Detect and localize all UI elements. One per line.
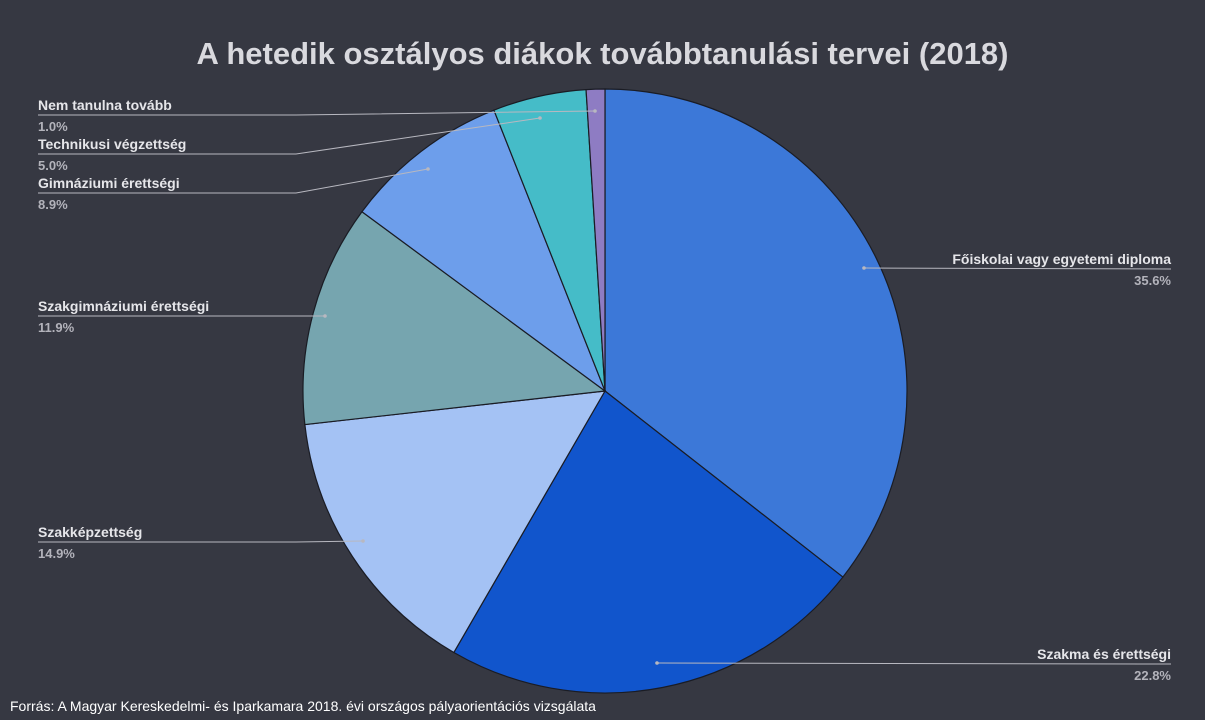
slice-label: Szakképzettség 14.9% [38, 524, 365, 561]
leader-dot [538, 116, 542, 120]
slice-label-name: Szakma és érettségi [1037, 646, 1171, 662]
slice-label: Gimnáziumi érettségi 8.9% [38, 167, 430, 212]
pie-slice [453, 390, 844, 694]
leader-line [38, 540, 364, 543]
slice-label-name: Főiskolai vagy egyetemi diploma [952, 251, 1171, 267]
slice-label: Szakma és érettségi 22.8% [655, 646, 1171, 683]
chart-title: A hetedik osztályos diákok továbbtanulás… [196, 36, 1009, 71]
pie-slice [585, 88, 606, 392]
slice-label-name: Szakgimnáziumi érettségi [38, 298, 209, 314]
pie-slice [361, 109, 607, 393]
slice-label: Technikusi végzettség 5.0% [38, 116, 542, 173]
slice-label-name: Nem tanulna tovább [38, 97, 172, 113]
source-note: Forrás: A Magyar Kereskedelmi- és Iparka… [10, 698, 596, 714]
slice-label-name: Gimnáziumi érettségi [38, 175, 180, 191]
leader-dot [361, 539, 365, 543]
slice-label-value: 8.9% [38, 197, 68, 212]
slice-label-value: 11.9% [38, 320, 75, 335]
slice-label-value: 5.0% [38, 158, 68, 173]
pie-slice [302, 210, 607, 426]
leader-line [38, 168, 429, 194]
leader-line [38, 117, 541, 155]
leader-dot [323, 314, 327, 318]
pie-slice [304, 390, 607, 654]
slice-label: Szakgimnáziumi érettségi 11.9% [38, 298, 327, 335]
leader-dot [655, 661, 659, 665]
slice-label-value: 14.9% [38, 546, 75, 561]
slice-label-name: Szakképzettség [38, 524, 142, 540]
pie-slice [604, 88, 908, 578]
leader-line [656, 662, 1172, 665]
leader-line [38, 110, 596, 116]
leader-dot [426, 167, 430, 171]
leader-line [863, 267, 1172, 270]
leader-dot [593, 109, 597, 113]
leader-dot [862, 266, 866, 270]
slice-label-value: 35.6% [1134, 273, 1171, 288]
slice-label-value: 1.0% [38, 119, 68, 134]
slice-label: Főiskolai vagy egyetemi diploma 35.6% [862, 251, 1171, 288]
slice-label-name: Technikusi végzettség [38, 136, 186, 152]
slice-label-value: 22.8% [1134, 668, 1171, 683]
slice-label: Nem tanulna tovább 1.0% [38, 97, 597, 134]
